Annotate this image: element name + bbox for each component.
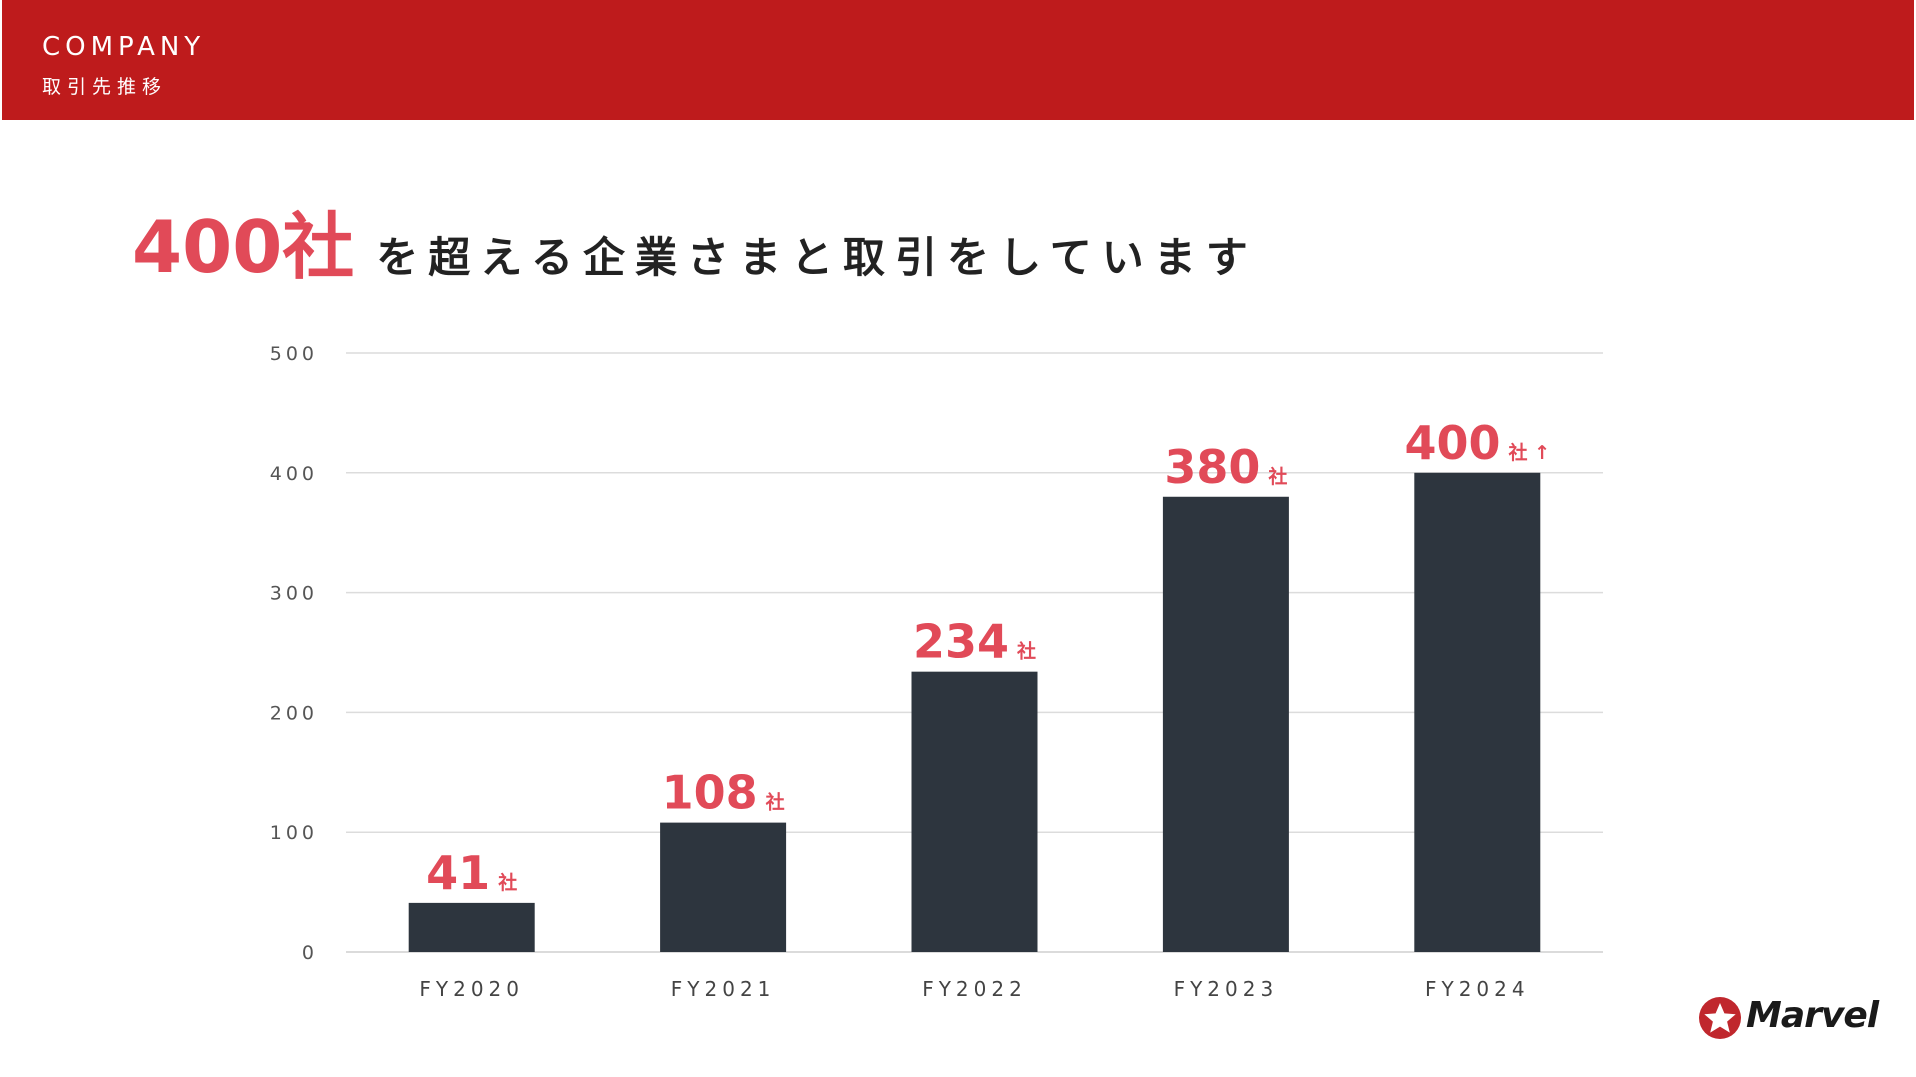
header-bar: COMPANY 取引先推移: [2, 0, 1914, 120]
company-logo: Marvel: [1698, 994, 1888, 1044]
y-tick-label: 0: [302, 942, 318, 964]
data-label: 380 社: [1164, 440, 1287, 494]
y-tick-label: 100: [270, 822, 318, 844]
y-tick-label: 300: [270, 583, 318, 605]
data-label: 41 社: [426, 846, 517, 900]
headline: 400社 を超える企業さまと取引をしています: [132, 188, 1258, 293]
y-tick-label: 200: [270, 702, 318, 724]
x-tick-label: FY2023: [1174, 977, 1279, 1001]
x-tick-label: FY2020: [419, 977, 524, 1001]
star-circle-icon: [1699, 997, 1741, 1039]
x-tick-label: FY2021: [671, 977, 776, 1001]
headline-highlight: 400社: [132, 205, 355, 289]
bar: [660, 822, 787, 952]
section-title: COMPANY: [42, 32, 206, 62]
bar: [1162, 496, 1289, 952]
logo-text: Marvel: [1746, 995, 1879, 1036]
x-tick-label: FY2022: [922, 977, 1027, 1001]
data-label: 108 社: [662, 766, 785, 820]
data-label: 234 社: [913, 615, 1036, 669]
y-tick-label: 400: [270, 463, 318, 485]
headline-text: を超える企業さまと取引をしています: [376, 233, 1258, 282]
data-label: 400 社 ↑: [1405, 416, 1551, 470]
y-tick-label: 500: [270, 343, 318, 365]
x-tick-label: FY2024: [1425, 977, 1530, 1001]
section-subtitle: 取引先推移: [42, 76, 168, 98]
bar: [1414, 472, 1541, 952]
bar: [911, 671, 1038, 952]
bar: [408, 902, 535, 952]
